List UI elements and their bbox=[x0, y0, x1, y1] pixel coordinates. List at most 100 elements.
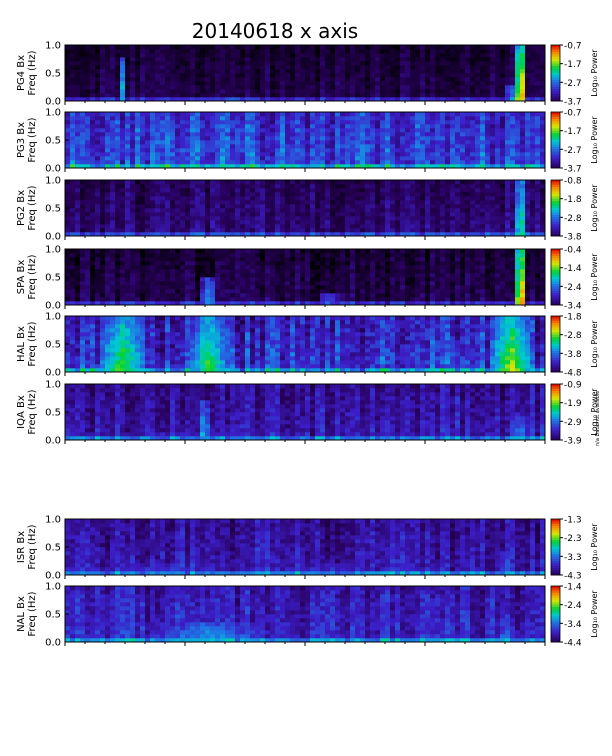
heatmap-cell bbox=[410, 97, 416, 102]
heatmap-cell bbox=[455, 116, 461, 121]
heatmap-cell bbox=[260, 69, 266, 74]
heatmap-cell bbox=[315, 77, 321, 82]
heatmap-cell bbox=[370, 152, 376, 157]
heatmap-cell bbox=[160, 208, 166, 213]
heatmap-cell bbox=[95, 45, 101, 50]
heatmap-cell bbox=[520, 216, 526, 221]
heatmap-cell bbox=[175, 156, 181, 161]
heatmap-cell bbox=[80, 128, 86, 133]
heatmap-cell bbox=[270, 257, 276, 262]
heatmap-cell bbox=[210, 128, 216, 133]
heatmap-cell bbox=[295, 45, 301, 50]
heatmap-cell bbox=[375, 224, 381, 229]
heatmap-cell bbox=[355, 164, 361, 169]
heatmap-cell bbox=[180, 93, 186, 98]
heatmap-cell bbox=[240, 184, 246, 189]
heatmap-cell bbox=[120, 301, 126, 306]
heatmap-cell bbox=[270, 232, 276, 237]
heatmap-cell bbox=[110, 200, 116, 205]
heatmap-cell bbox=[355, 232, 361, 237]
heatmap-cell bbox=[135, 273, 141, 278]
heatmap-cell bbox=[335, 220, 341, 225]
heatmap-cell bbox=[310, 273, 316, 278]
heatmap-cell bbox=[465, 208, 471, 213]
heatmap-cell bbox=[515, 65, 521, 70]
heatmap-cell bbox=[290, 269, 296, 274]
heatmap-cell bbox=[535, 188, 541, 193]
heatmap-cell bbox=[520, 61, 526, 66]
heatmap-cell bbox=[65, 93, 71, 98]
heatmap-cell bbox=[385, 212, 391, 217]
heatmap-cell bbox=[155, 77, 161, 82]
heatmap-cell bbox=[160, 93, 166, 98]
heatmap-cell bbox=[180, 257, 186, 262]
heatmap-cell bbox=[110, 265, 116, 270]
heatmap-cell bbox=[165, 188, 171, 193]
heatmap-cell bbox=[435, 152, 441, 157]
heatmap-cell bbox=[325, 49, 331, 54]
heatmap-cell bbox=[415, 69, 421, 74]
heatmap-cell bbox=[240, 301, 246, 306]
heatmap-cell bbox=[145, 265, 151, 270]
heatmap-cell bbox=[140, 120, 146, 125]
heatmap-cell bbox=[125, 289, 131, 294]
heatmap-cell bbox=[150, 81, 156, 86]
heatmap-cell bbox=[170, 257, 176, 262]
heatmap-cell bbox=[390, 224, 396, 229]
heatmap-cell bbox=[100, 148, 106, 153]
heatmap-cell bbox=[400, 49, 406, 54]
heatmap-cell bbox=[365, 124, 371, 129]
heatmap-cell bbox=[70, 273, 76, 278]
heatmap-cell bbox=[445, 45, 451, 50]
heatmap-cell bbox=[195, 61, 201, 66]
heatmap-cell bbox=[85, 216, 91, 221]
heatmap-cell bbox=[500, 228, 506, 233]
heatmap-cell bbox=[320, 124, 326, 129]
heatmap-cell bbox=[65, 293, 71, 298]
heatmap-cell bbox=[245, 204, 251, 209]
heatmap-cell bbox=[410, 192, 416, 197]
heatmap-cell bbox=[230, 277, 236, 282]
heatmap-cell bbox=[345, 136, 351, 141]
heatmap-cell bbox=[150, 89, 156, 94]
heatmap-cell bbox=[390, 45, 396, 50]
heatmap-cell bbox=[415, 156, 421, 161]
heatmap-cell bbox=[175, 132, 181, 137]
heatmap-cell bbox=[480, 200, 486, 205]
heatmap-cell bbox=[290, 297, 296, 302]
heatmap-cell bbox=[440, 196, 446, 201]
heatmap-cell bbox=[400, 53, 406, 58]
heatmap-cell bbox=[100, 184, 106, 189]
heatmap-cell bbox=[130, 269, 136, 274]
heatmap-cell bbox=[315, 116, 321, 121]
heatmap-cell bbox=[115, 89, 121, 94]
heatmap-cell bbox=[120, 156, 126, 161]
heatmap-cell bbox=[165, 208, 171, 213]
heatmap-cell bbox=[195, 192, 201, 197]
heatmap-cell bbox=[465, 152, 471, 157]
heatmap-cell bbox=[240, 249, 246, 254]
heatmap-cell bbox=[100, 77, 106, 82]
heatmap-cell bbox=[110, 285, 116, 290]
heatmap-cell bbox=[310, 220, 316, 225]
heatmap-cell bbox=[525, 85, 531, 90]
heatmap-cell bbox=[340, 196, 346, 201]
heatmap-cell bbox=[260, 85, 266, 90]
heatmap-cell bbox=[390, 220, 396, 225]
heatmap-cell bbox=[105, 180, 111, 185]
heatmap-cell bbox=[85, 93, 91, 98]
heatmap-cell bbox=[170, 152, 176, 157]
heatmap-cell bbox=[235, 192, 241, 197]
heatmap-cell bbox=[220, 273, 226, 278]
heatmap-cell bbox=[175, 184, 181, 189]
heatmap-cell bbox=[280, 49, 286, 54]
heatmap-cell bbox=[475, 61, 481, 66]
heatmap-cell bbox=[330, 116, 336, 121]
heatmap-cell bbox=[455, 228, 461, 233]
heatmap-cell bbox=[85, 61, 91, 66]
heatmap-cell bbox=[450, 232, 456, 237]
heatmap-cell bbox=[215, 257, 221, 262]
heatmap-cell bbox=[80, 65, 86, 70]
heatmap-cell bbox=[215, 112, 221, 117]
heatmap-cell bbox=[285, 200, 291, 205]
